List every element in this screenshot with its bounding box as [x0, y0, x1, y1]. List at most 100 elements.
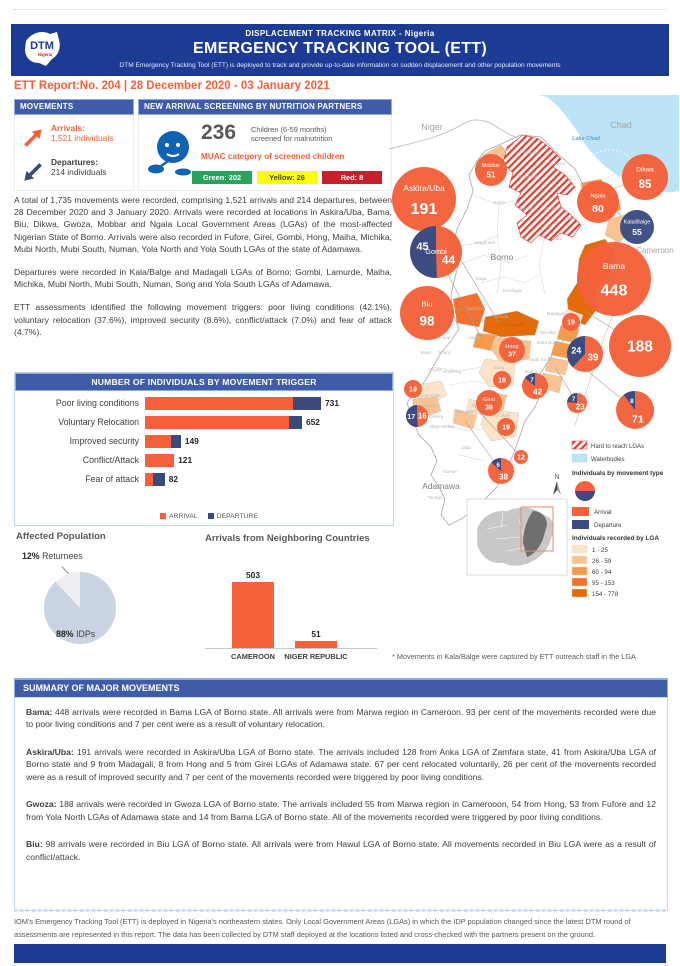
screening-body: 236 Children (6-59 months) screened for … — [138, 115, 392, 191]
arrival-label: Arrival — [594, 509, 612, 516]
departures-label: Departures: — [51, 157, 99, 167]
trigger-total-label: 149 — [184, 436, 199, 446]
summary-entry: Bama: 448 arrivals were recorded in Bama… — [26, 707, 656, 730]
nigeria-inset-map — [466, 498, 568, 576]
child-screening-icon — [148, 131, 191, 176]
trigger-total-label: 731 — [325, 398, 339, 408]
svg-text:Mobbar: Mobbar — [482, 163, 501, 169]
country-bar-label: CAMEROON — [231, 652, 275, 661]
report-number-line: ETT Report:No. 204 | 28 December 2020 - … — [14, 80, 330, 92]
arrivals-arrow-icon — [24, 129, 42, 147]
trigger-bar-segment — [170, 435, 181, 448]
country-bar-label: NIGER REPUBLIC — [284, 652, 348, 661]
range-swatch — [571, 555, 588, 565]
map-bubble: 19 — [493, 371, 511, 389]
svg-text:12: 12 — [517, 455, 525, 462]
movements-box: MOVEMENTS Arrivals: 1,521 individuals De… — [14, 99, 134, 191]
summary-entry-lead: Bama: — [26, 707, 53, 717]
country-label: Chad — [610, 120, 632, 130]
intro-paragraphs: A total of 1,735 movements were recorded… — [14, 194, 392, 349]
lga-label: Shani — [438, 350, 450, 355]
muac-chip: Yellow: 26 — [257, 171, 317, 184]
map-bubble: Ngala 80 — [577, 181, 619, 223]
recorded-by-lga-title: Individuals recorded by LGA — [572, 535, 659, 542]
trigger-bar-segment — [145, 473, 154, 486]
summary-entry: Gwoza: 188 arrivals were recorded in Gwo… — [26, 799, 656, 822]
range-swatch — [571, 544, 588, 554]
svg-text:42: 42 — [533, 387, 542, 396]
idps-pct: 88% — [56, 629, 74, 639]
trigger-row: Voluntary Relocation 652 — [15, 416, 391, 429]
header-subtitle: DTM Emergency Tracking Tool (ETT) is dep… — [119, 62, 561, 69]
svg-text:Biu: Biu — [422, 299, 433, 308]
country-bar — [232, 582, 274, 648]
summary-box: Bama: 448 arrivals were recorded in Bama… — [14, 697, 668, 911]
departure-label: Departure — [594, 522, 622, 529]
waterbodies-swatch — [571, 453, 588, 463]
trigger-category-label: Improved security — [69, 436, 139, 446]
lga-label: Numan — [422, 403, 437, 408]
map-bubble: 7 42 — [522, 373, 548, 399]
map-bubble: 19 — [404, 380, 422, 398]
svg-text:Dikwa: Dikwa — [636, 167, 654, 174]
lga-label: Monguno — [544, 206, 564, 211]
state-label: Adamawa — [422, 481, 460, 491]
lga-label: Konduga — [503, 288, 522, 293]
country-bar — [295, 641, 337, 648]
svg-text:19: 19 — [409, 387, 417, 394]
lga-label: Michika — [540, 330, 556, 335]
range-swatch — [571, 588, 588, 598]
map-bubble: Askira/Uba 191 — [392, 167, 456, 231]
country-label: Niger — [421, 122, 443, 132]
summary-entry-lead: Biu: — [26, 839, 43, 850]
range-label: 1 - 25 — [592, 547, 608, 554]
svg-text:98: 98 — [419, 314, 435, 329]
svg-text:448: 448 — [601, 282, 628, 299]
top-divider — [14, 9, 666, 10]
neighbors-chart-title: Arrivals from Neighboring Countries — [205, 533, 370, 544]
bottom-bar — [14, 944, 666, 963]
report-header: DTM Nigeria DISPLACEMENT TRACKING MATRIX… — [11, 24, 669, 76]
muac-chips: Green: 202 Yellow: 26 Red: 8 — [192, 167, 387, 185]
legend-swatch — [160, 513, 167, 519]
svg-text:19: 19 — [498, 378, 506, 385]
map-bubble: 19 — [497, 418, 515, 436]
lga-label: Magumeri — [475, 240, 495, 245]
trigger-category-label: Voluntary Relocation — [58, 417, 139, 427]
movement-circle-arrival — [575, 481, 595, 491]
movement-circle-departure — [575, 491, 595, 501]
svg-text:Hong: Hong — [505, 344, 518, 350]
range-swatch — [571, 577, 588, 587]
map-bubble: 17 16 — [406, 405, 428, 427]
lga-label: Mubi North — [537, 340, 560, 345]
lga-label: Mayo-Belwa — [429, 424, 455, 429]
range-label: 95 - 153 — [592, 580, 615, 587]
country-label: Cameroon — [636, 246, 673, 255]
trigger-chart-rows: Poor living conditions 731 Voluntary Reloc… — [15, 391, 393, 501]
svg-text:16: 16 — [418, 412, 427, 421]
svg-text:Kala/Balge: Kala/Balge — [624, 220, 651, 226]
screening-box: NEW ARRIVAL SCREENING BY NUTRITION PARTN… — [138, 99, 392, 191]
trigger-bar-segment — [145, 397, 293, 410]
svg-text:37: 37 — [508, 351, 516, 358]
lga-label: Demsa — [429, 414, 444, 419]
muac-chip: Red: 8 — [322, 171, 382, 184]
trigger-category-label: Conflict/Attack — [82, 455, 139, 465]
summary-entry-lead: Gwoza: — [26, 799, 57, 810]
departures-value: 214 individuals — [51, 167, 107, 177]
range-label: 26 - 59 — [592, 558, 612, 565]
lga-label: Chibok — [494, 314, 509, 319]
screening-title: NEW ARRIVAL SCREENING BY NUTRITION PARTN… — [138, 99, 392, 115]
lga-label: Damboa — [466, 306, 484, 311]
footer-divider — [14, 909, 666, 912]
svg-text:188: 188 — [627, 339, 653, 356]
trigger-bar-segment — [145, 416, 290, 429]
intro-paragraph: ETT assessments identified the following… — [14, 302, 392, 337]
svg-text:19: 19 — [502, 425, 510, 432]
lga-label: Ganye — [443, 469, 457, 474]
map-bubble: Mobbar 51 — [475, 154, 507, 186]
svg-text:39: 39 — [485, 404, 493, 411]
svg-text:80: 80 — [592, 203, 604, 215]
lga-label: Hawul — [468, 335, 481, 340]
